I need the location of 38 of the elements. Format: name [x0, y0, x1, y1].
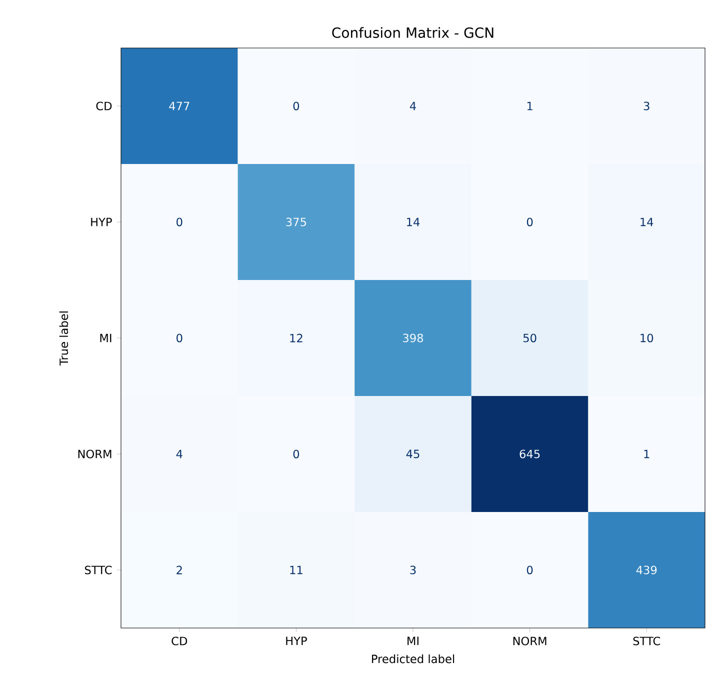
data-label: 50	[523, 334, 536, 342]
data-label: 1	[644, 450, 650, 458]
data-label: 0	[176, 218, 182, 226]
data-label: 3	[644, 102, 650, 110]
data-label: 10	[640, 334, 654, 342]
data-label: 14	[640, 218, 654, 226]
data-label: 45	[406, 450, 420, 458]
data-label: 2	[176, 566, 182, 574]
x-tick-label: HYP	[286, 636, 307, 645]
y-tick-label: HYP	[91, 218, 112, 226]
y-tick-label: CD	[96, 102, 112, 110]
data-label: 12	[290, 334, 302, 342]
data-label: 398	[403, 334, 424, 342]
data-label: 0	[293, 102, 300, 110]
data-label: 645	[520, 450, 540, 458]
data-label: 0	[526, 566, 533, 574]
x-tick-label: CD	[172, 636, 188, 646]
chart-title: Confusion Matrix - GCN	[332, 27, 494, 38]
y-tick-label: MI	[100, 334, 112, 342]
data-label: 3	[410, 566, 416, 574]
data-label: 11	[290, 566, 302, 574]
data-label: 477	[169, 102, 190, 110]
data-label: 375	[286, 218, 306, 226]
x-tick-label: NORM	[513, 636, 546, 646]
data-label: 14	[407, 218, 420, 226]
x-axis-title: Predicted label	[372, 654, 454, 664]
data-label: 4	[410, 102, 416, 110]
data-label: 1	[527, 102, 532, 110]
y-tick-label: STTC	[84, 566, 112, 574]
data-label: 439	[636, 566, 657, 574]
data-label: 0	[293, 450, 300, 458]
data-label: 0	[526, 218, 533, 226]
x-tick-label: STTC	[633, 636, 660, 646]
y-tick-label: NORM	[78, 450, 112, 458]
y-axis-title: True label	[59, 312, 68, 366]
x-tick-label: MI	[408, 636, 418, 645]
data-label: 4	[176, 450, 182, 458]
data-label: 0	[176, 334, 182, 342]
